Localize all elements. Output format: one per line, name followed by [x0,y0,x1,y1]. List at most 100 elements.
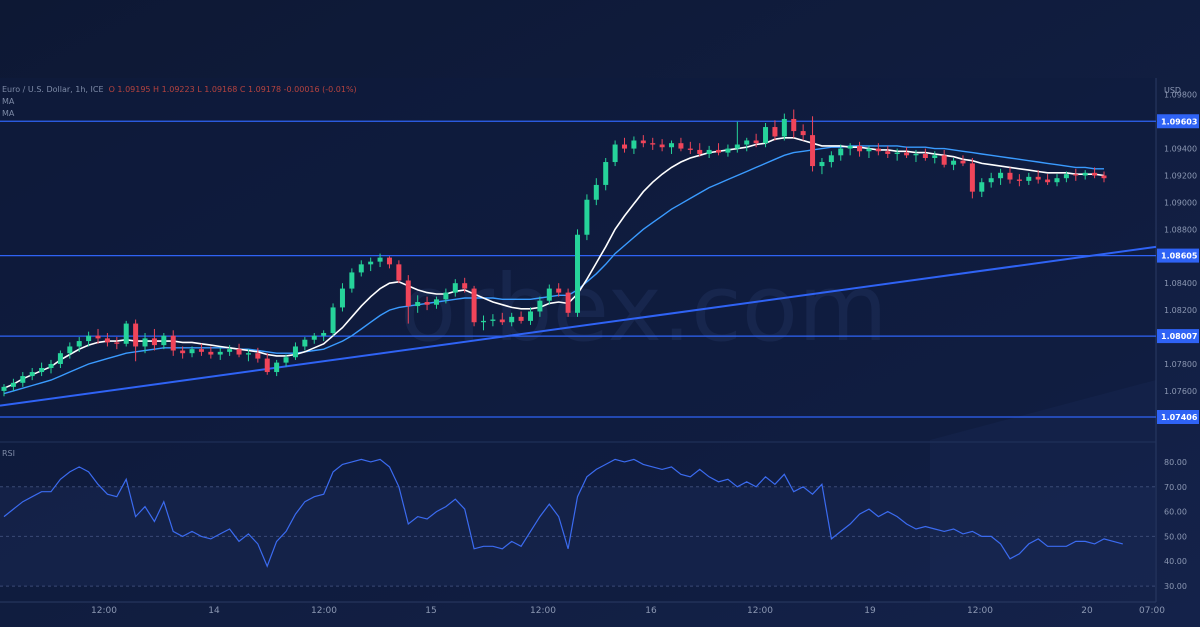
rsi-tick-label: 60.00 [1164,508,1187,517]
candle [480,315,486,331]
candle [781,113,787,141]
candle [377,253,383,268]
candle [753,133,759,148]
candle-body [1026,176,1032,181]
candle [527,307,533,325]
x-tick-label: 07:00 [1139,606,1165,616]
candle [48,359,54,374]
candle-body [518,316,524,321]
rsi-pane: 80.00 70.00 60.00 50.00 40.00 30.00 [0,458,1187,591]
candle-body [734,144,740,149]
candle-body [114,342,120,344]
candle-body [527,311,533,321]
candle [452,279,458,297]
candle-body [151,338,157,346]
candle-body [725,148,731,153]
candle-body [998,172,1004,179]
candle-body [1073,174,1079,176]
candle [546,284,552,305]
candle [29,368,35,381]
candle [349,268,355,293]
candle-body [537,300,543,312]
chart-legend: Euro / U.S. Dollar, 1h, ICE O 1.09195 H … [2,84,357,120]
candle [490,314,496,327]
candle-body [67,346,73,354]
legend-instrument: Euro / U.S. Dollar, 1h, ICE [2,85,104,94]
candle-body [255,353,261,359]
candle [969,158,975,199]
candle-body [123,323,129,344]
candle-body [885,151,891,154]
candle [894,148,900,161]
candle [565,288,571,317]
candle-body [339,288,345,308]
candle-body [396,264,402,281]
candle-body [913,153,919,156]
candle-body [603,162,609,185]
candle [114,337,120,350]
candle [1092,167,1098,179]
candle [772,120,778,141]
candle-body [509,316,515,323]
level-label: 1.09603 [1161,117,1197,126]
candle [1082,170,1088,180]
candle [330,303,336,336]
candle [1016,174,1022,187]
candle-body [951,160,957,165]
candle [838,144,844,161]
candle [791,109,797,138]
legend-rsi: RSI [2,449,15,458]
candle [716,143,722,156]
candle [311,333,317,344]
candle-body [659,144,665,148]
candle-body [405,280,411,307]
candle-body [1,386,7,391]
candle [631,136,637,154]
candle [180,346,186,359]
candle [725,144,731,157]
candle [274,359,280,377]
candle [1035,170,1041,184]
candle [998,168,1004,185]
candle [922,148,928,161]
candle-body [838,148,844,156]
level-badge [1157,248,1199,263]
candle-body [575,234,581,313]
candle [433,296,439,309]
candle-body [443,292,449,300]
candle-body [330,307,336,333]
candle-body [198,349,204,352]
moving-averages [3,137,1105,395]
y-tick-label: 1.09000 [1164,198,1197,207]
candle-body [133,323,139,347]
candle-body [245,353,251,355]
candle-body [39,368,45,373]
candle-body [180,350,186,354]
candle [1073,168,1079,181]
candle [941,149,947,168]
candle-body [386,257,392,265]
currency-label: USD [1164,86,1181,95]
candle-body [170,335,176,351]
legend-ohlc: O 1.09195 H 1.09223 L 1.09168 C 1.09178 … [108,85,357,94]
candle [415,295,421,313]
candle-body [236,349,242,355]
candle [227,345,233,356]
candle [875,143,881,156]
candle-body [810,135,816,167]
candle-body [631,140,637,149]
candle [819,158,825,175]
y-tick-label: 1.08200 [1164,306,1197,315]
candle-body [480,320,486,323]
candle-body [622,144,628,149]
candle [339,283,345,312]
candle-body [462,283,468,289]
candle-body [716,149,722,153]
y-tick-label: 1.07800 [1164,360,1197,369]
candle-body [875,148,881,152]
candle-body [76,341,82,347]
x-tick-label: 12:00 [747,606,773,616]
candle [142,333,148,354]
